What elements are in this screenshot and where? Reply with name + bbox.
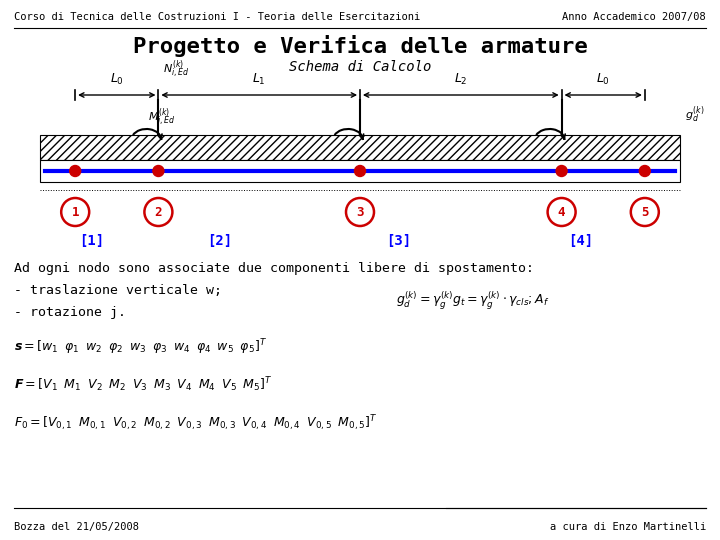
Text: $\boldsymbol{F} = \left[V_1 \;\; M_1 \;\; V_2 \;\; M_2 \;\; V_3 \;\; M_3 \;\; V_: $\boldsymbol{F} = \left[V_1 \;\; M_1 \;\… [14, 375, 272, 394]
Text: Progetto e Verifica delle armature: Progetto e Verifica delle armature [132, 35, 588, 57]
Text: 3: 3 [356, 206, 364, 219]
Text: - rotazione j.: - rotazione j. [14, 306, 126, 319]
Bar [40, 160, 680, 182]
Text: $g_d^{(k)} = \gamma_g^{(k)} g_t = \gamma_g^{(k)} \cdot \gamma_{cls}; A_f$: $g_d^{(k)} = \gamma_g^{(k)} g_t = \gamma… [396, 290, 549, 312]
Text: $L_0$: $L_0$ [110, 72, 124, 87]
Text: $L_1$: $L_1$ [252, 72, 266, 87]
Circle shape [548, 198, 575, 226]
Text: Anno Accademico 2007/08: Anno Accademico 2007/08 [562, 12, 706, 22]
Text: Ad ogni nodo sono associate due componenti libere di spostamento:: Ad ogni nodo sono associate due componen… [14, 262, 534, 275]
Circle shape [354, 165, 366, 177]
Text: Bozza del 21/05/2008: Bozza del 21/05/2008 [14, 522, 139, 532]
Text: $\boldsymbol{s} = \left[w_1 \;\; \varphi_1 \;\; w_2 \;\; \varphi_2 \;\; w_3 \;\;: $\boldsymbol{s} = \left[w_1 \;\; \varphi… [14, 337, 267, 356]
Bar [40, 135, 680, 160]
Circle shape [145, 198, 172, 226]
Text: [4]: [4] [568, 234, 593, 248]
Text: $N_{i,Ed}^{(k)}$: $N_{i,Ed}^{(k)}$ [163, 59, 190, 81]
Circle shape [346, 198, 374, 226]
Text: - traslazione verticale w;: - traslazione verticale w; [14, 284, 222, 297]
Text: [2]: [2] [207, 234, 232, 248]
Text: [1]: [1] [78, 234, 104, 248]
Circle shape [631, 198, 659, 226]
Circle shape [556, 165, 567, 177]
Text: 5: 5 [641, 206, 649, 219]
Text: $\boldsymbol{F_0} = \left[V_{0,1} \;\; M_{0,1} \;\; V_{0,2} \;\; M_{0,2} \;\; V_: $\boldsymbol{F_0} = \left[V_{0,1} \;\; M… [14, 413, 377, 433]
Text: $g_d^{(k)}$: $g_d^{(k)}$ [685, 105, 704, 125]
Text: $L_2$: $L_2$ [454, 72, 467, 87]
Circle shape [70, 165, 81, 177]
Text: 2: 2 [155, 206, 162, 219]
Text: [3]: [3] [386, 234, 411, 248]
Text: a cura di Enzo Martinelli: a cura di Enzo Martinelli [550, 522, 706, 532]
Text: 4: 4 [558, 206, 565, 219]
Text: 1: 1 [71, 206, 79, 219]
Text: $M_{i,Ed}^{(k)}$: $M_{i,Ed}^{(k)}$ [148, 107, 176, 129]
Text: Schema di Calcolo: Schema di Calcolo [289, 60, 431, 74]
Text: $L_0$: $L_0$ [596, 72, 610, 87]
Circle shape [153, 165, 164, 177]
Circle shape [639, 165, 650, 177]
Circle shape [61, 198, 89, 226]
Text: Corso di Tecnica delle Costruzioni I - Teoria delle Esercitazioni: Corso di Tecnica delle Costruzioni I - T… [14, 12, 420, 22]
